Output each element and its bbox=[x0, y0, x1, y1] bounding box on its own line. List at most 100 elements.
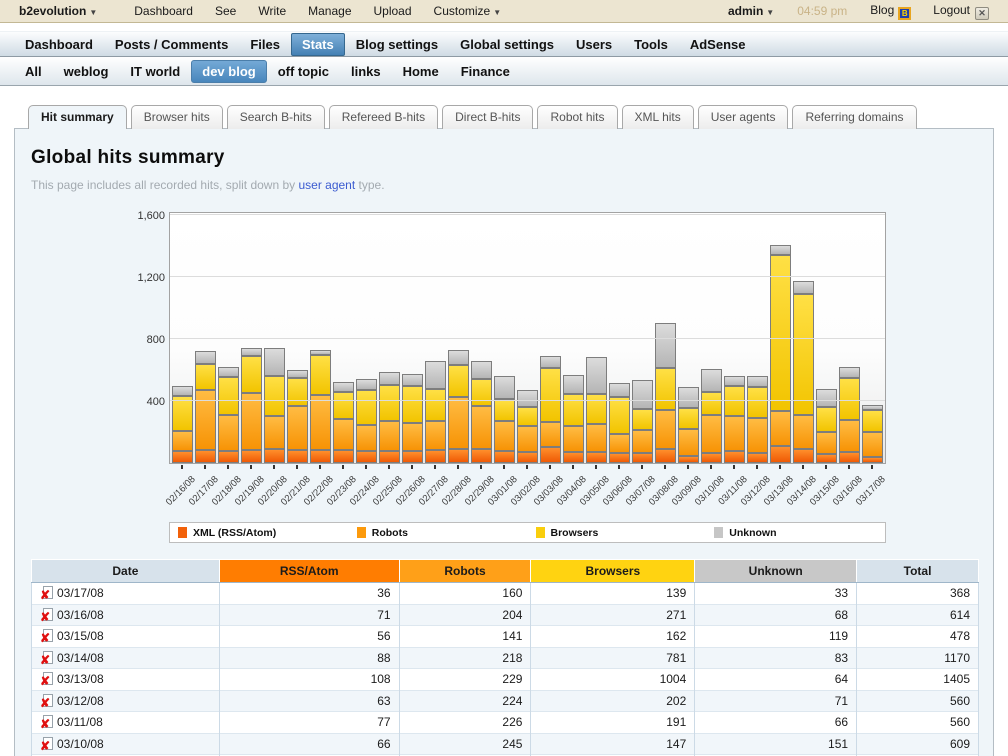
cell-browsers: 147 bbox=[531, 733, 695, 755]
top-menu-item-write[interactable]: Write bbox=[247, 4, 297, 18]
row-date: 03/12/08 bbox=[57, 694, 104, 708]
brand-menu[interactable]: b2evolution▼ bbox=[8, 4, 123, 18]
top-menu-item-see[interactable]: See bbox=[204, 4, 247, 18]
stacked-bar-03/10/08 bbox=[701, 369, 722, 463]
blog-item-all[interactable]: All bbox=[14, 60, 53, 83]
segment-robots bbox=[770, 411, 791, 446]
cell-rss-atom: 66 bbox=[219, 733, 399, 755]
delete-row-icon[interactable]: ✘ bbox=[40, 608, 53, 622]
row-date: 03/16/08 bbox=[57, 608, 104, 622]
subtitle-text: type. bbox=[355, 178, 384, 192]
blog-item-off-topic[interactable]: off topic bbox=[267, 60, 340, 83]
blog-item-dev-blog[interactable]: dev blog bbox=[191, 60, 266, 83]
blog-item-finance[interactable]: Finance bbox=[450, 60, 521, 83]
tab-referring-domains[interactable]: Referring domains bbox=[792, 105, 916, 129]
nav-item-tools[interactable]: Tools bbox=[623, 34, 679, 55]
nav-item-adsense[interactable]: AdSense bbox=[679, 34, 757, 55]
blog-item-links[interactable]: links bbox=[340, 60, 392, 83]
segment-robots bbox=[678, 429, 699, 456]
red-x-icon: ✘ bbox=[40, 632, 50, 644]
top-menu-left: b2evolution▼ DashboardSeeWriteManageUplo… bbox=[8, 4, 512, 18]
view-blog-link[interactable]: BlogB bbox=[859, 3, 922, 20]
segment-xml bbox=[770, 446, 791, 463]
top-menu-item-customize[interactable]: Customize▼ bbox=[423, 4, 513, 18]
user-agent-link[interactable]: user agent bbox=[298, 178, 355, 192]
segment-unknown bbox=[448, 350, 469, 365]
cell-rss-atom: 63 bbox=[219, 690, 399, 712]
red-x-icon: ✘ bbox=[40, 740, 50, 752]
cell-date: ✘03/11/08 bbox=[32, 712, 220, 734]
cell-unknown: 64 bbox=[695, 669, 857, 691]
nav-item-posts-comments[interactable]: Posts / Comments bbox=[104, 34, 239, 55]
logout-link[interactable]: Logout✕ bbox=[922, 3, 1000, 20]
table-header-row: DateRSS/AtomRobotsBrowsersUnknownTotal bbox=[32, 560, 979, 583]
segment-robots bbox=[356, 425, 377, 451]
cell-robots: 224 bbox=[399, 690, 531, 712]
segment-browsers bbox=[770, 255, 791, 411]
segment-unknown bbox=[586, 357, 607, 394]
nav-item-blog-settings[interactable]: Blog settings bbox=[345, 34, 449, 55]
nav-item-stats[interactable]: Stats bbox=[291, 33, 345, 56]
tab-browser-hits[interactable]: Browser hits bbox=[131, 105, 223, 129]
blog-item-it-world[interactable]: IT world bbox=[119, 60, 191, 83]
delete-row-icon[interactable]: ✘ bbox=[40, 672, 53, 686]
table-row: ✘03/14/0888218781831170 bbox=[32, 647, 979, 669]
cell-rss-atom: 88 bbox=[219, 647, 399, 669]
cell-date: ✘03/13/08 bbox=[32, 669, 220, 691]
stacked-bar-03/07/08 bbox=[632, 380, 653, 463]
segment-unknown bbox=[379, 372, 400, 385]
blog-item-weblog[interactable]: weblog bbox=[53, 60, 120, 83]
blog-item-home[interactable]: Home bbox=[392, 60, 450, 83]
nav-item-files[interactable]: Files bbox=[239, 34, 291, 55]
stacked-bar-02/22/08 bbox=[310, 350, 331, 463]
gridline bbox=[170, 338, 885, 339]
delete-row-icon[interactable]: ✘ bbox=[40, 737, 53, 751]
segment-browsers bbox=[172, 396, 193, 431]
nav-item-users[interactable]: Users bbox=[565, 34, 623, 55]
top-menu-item-dashboard[interactable]: Dashboard bbox=[123, 4, 204, 18]
tab-refereed-b-hits[interactable]: Refereed B-hits bbox=[329, 105, 438, 129]
segment-unknown bbox=[678, 387, 699, 408]
tab-direct-b-hits[interactable]: Direct B-hits bbox=[442, 105, 533, 129]
delete-row-icon[interactable]: ✘ bbox=[40, 651, 53, 665]
top-menu-item-upload[interactable]: Upload bbox=[363, 4, 423, 18]
tab-hit-summary[interactable]: Hit summary bbox=[28, 105, 127, 129]
nav-item-dashboard[interactable]: Dashboard bbox=[14, 34, 104, 55]
segment-robots bbox=[839, 420, 860, 452]
cell-browsers: 162 bbox=[531, 626, 695, 648]
stats-tab-bar: Hit summaryBrowser hitsSearch B-hitsRefe… bbox=[0, 105, 1008, 128]
chart-legend: XML (RSS/Atom)RobotsBrowsersUnknown bbox=[169, 522, 886, 543]
stats-table: DateRSS/AtomRobotsBrowsersUnknownTotal ✘… bbox=[31, 559, 979, 756]
cell-robots: 160 bbox=[399, 583, 531, 605]
y-tick-label: 800 bbox=[115, 334, 165, 346]
delete-row-icon[interactable]: ✘ bbox=[40, 694, 53, 708]
page-subtitle: This page includes all recorded hits, sp… bbox=[31, 178, 977, 192]
tab-xml-hits[interactable]: XML hits bbox=[622, 105, 694, 129]
segment-xml bbox=[540, 447, 561, 463]
segment-unknown bbox=[816, 389, 837, 407]
gridline bbox=[170, 214, 885, 215]
cell-robots: 141 bbox=[399, 626, 531, 648]
delete-row-icon[interactable]: ✘ bbox=[40, 586, 53, 600]
segment-unknown bbox=[195, 351, 216, 364]
nav-item-global-settings[interactable]: Global settings bbox=[449, 34, 565, 55]
row-date: 03/17/08 bbox=[57, 586, 104, 600]
segment-xml bbox=[517, 452, 538, 463]
table-row: ✘03/10/0866245147151609 bbox=[32, 733, 979, 755]
segment-xml bbox=[264, 449, 285, 463]
delete-row-icon[interactable]: ✘ bbox=[40, 715, 53, 729]
tab-search-b-hits[interactable]: Search B-hits bbox=[227, 105, 325, 129]
legend-swatch-icon bbox=[536, 527, 545, 538]
segment-browsers bbox=[632, 409, 653, 430]
top-menu-item-manage[interactable]: Manage bbox=[297, 4, 362, 18]
content-panel: Global hits summary This page includes a… bbox=[14, 128, 994, 756]
x-tick bbox=[641, 465, 643, 469]
user-menu[interactable]: admin▼ bbox=[717, 4, 785, 18]
x-tick bbox=[319, 465, 321, 469]
delete-row-icon[interactable]: ✘ bbox=[40, 629, 53, 643]
cell-date: ✘ 03/17/08 bbox=[32, 583, 220, 605]
tab-robot-hits[interactable]: Robot hits bbox=[537, 105, 617, 129]
x-tick bbox=[480, 465, 482, 469]
tab-user-agents[interactable]: User agents bbox=[698, 105, 789, 129]
segment-browsers bbox=[402, 386, 423, 423]
